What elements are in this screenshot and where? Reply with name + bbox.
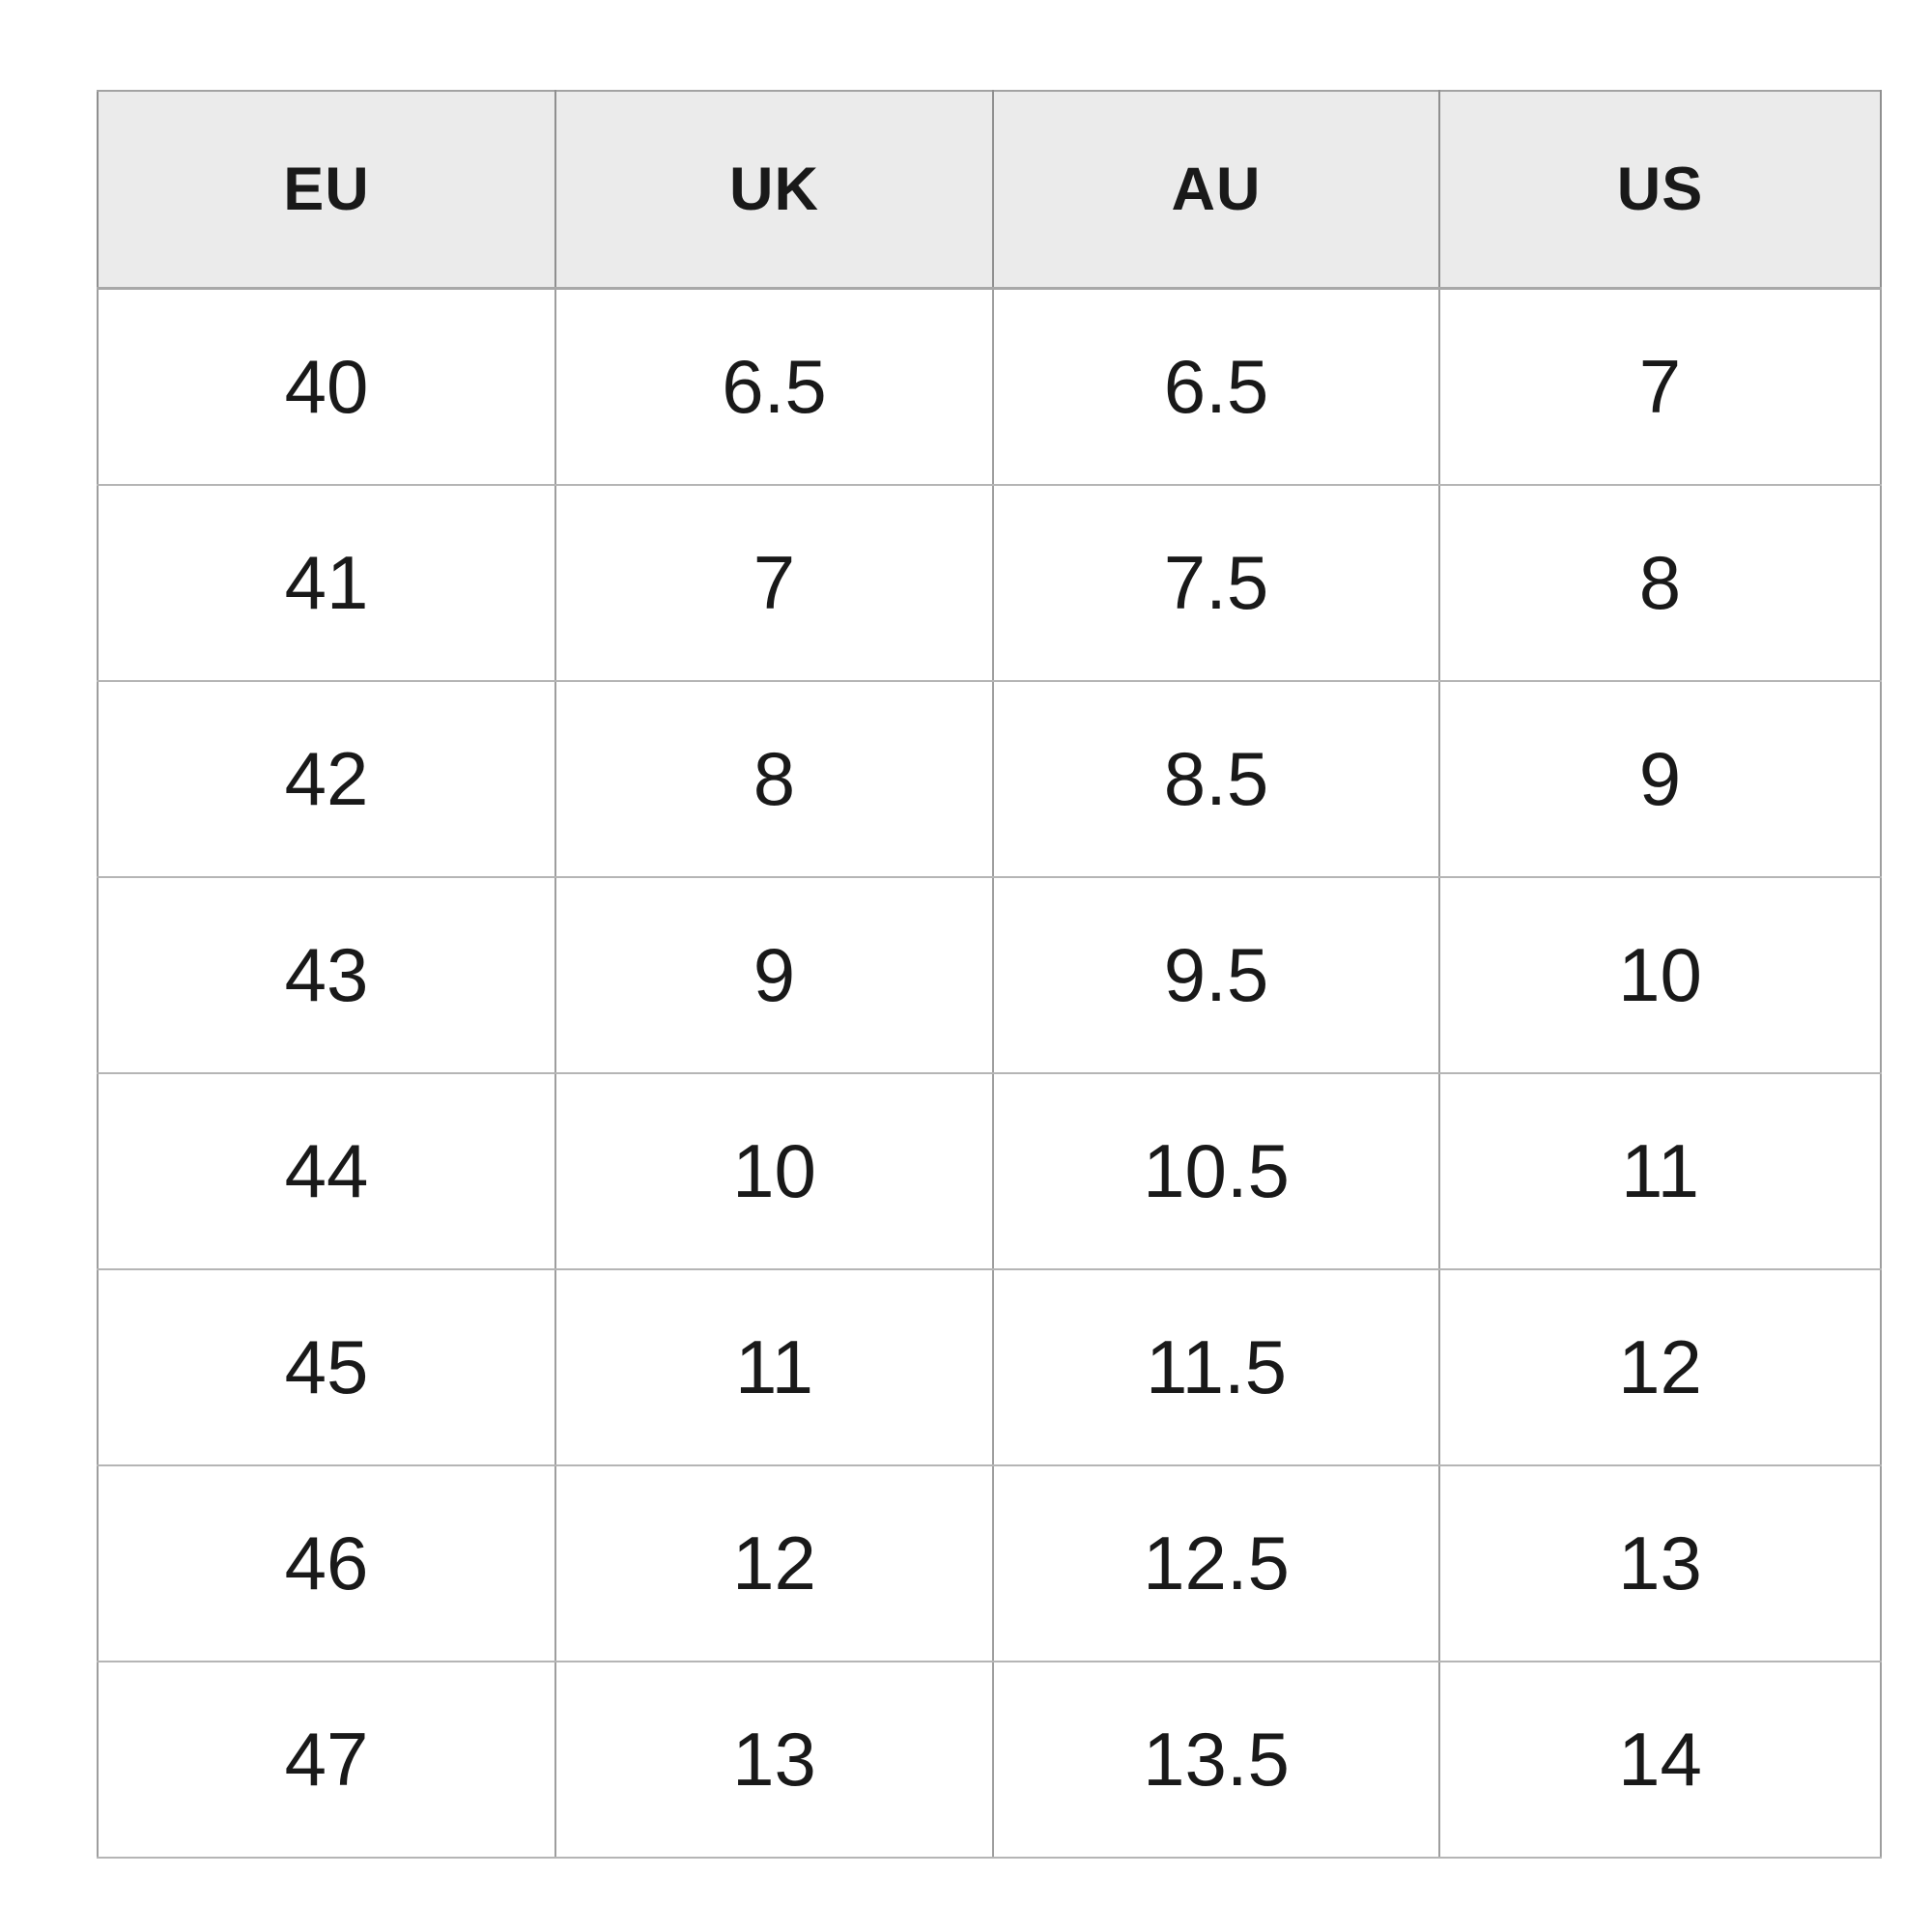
table-row: 44 10 10.5 11	[97, 1072, 1882, 1270]
table-body: 40 6.5 6.5 7 41 7 7.5 8 42 8 8.5 9 43 9 …	[97, 287, 1882, 1859]
table-row: 47 13 13.5 14	[97, 1661, 1882, 1859]
cell-uk: 8	[554, 680, 994, 878]
cell-eu: 47	[97, 1661, 556, 1859]
cell-eu: 41	[97, 484, 556, 682]
header-row: EU UK AU US	[97, 90, 1882, 290]
header-cell-eu: EU	[97, 90, 556, 290]
cell-au: 6.5	[992, 287, 1440, 486]
cell-eu: 40	[97, 287, 556, 486]
cell-uk: 13	[554, 1661, 994, 1859]
cell-eu: 44	[97, 1072, 556, 1270]
cell-au: 9.5	[992, 876, 1440, 1074]
header-cell-uk: UK	[554, 90, 994, 290]
cell-eu: 43	[97, 876, 556, 1074]
cell-uk: 6.5	[554, 287, 994, 486]
header-cell-au: AU	[992, 90, 1440, 290]
table-row: 45 11 11.5 12	[97, 1268, 1882, 1466]
table-row: 40 6.5 6.5 7	[97, 287, 1882, 486]
header-cell-us: US	[1438, 90, 1882, 290]
cell-us: 11	[1438, 1072, 1882, 1270]
cell-au: 7.5	[992, 484, 1440, 682]
size-conversion-chart: EU UK AU US 40 6.5 6.5 7 41 7 7.5 8 42 8	[97, 90, 1882, 1859]
cell-eu: 42	[97, 680, 556, 878]
cell-eu: 46	[97, 1464, 556, 1662]
cell-us: 13	[1438, 1464, 1882, 1662]
cell-uk: 12	[554, 1464, 994, 1662]
table-row: 42 8 8.5 9	[97, 680, 1882, 878]
cell-us: 12	[1438, 1268, 1882, 1466]
cell-us: 14	[1438, 1661, 1882, 1859]
cell-us: 9	[1438, 680, 1882, 878]
cell-au: 8.5	[992, 680, 1440, 878]
table-row: 43 9 9.5 10	[97, 876, 1882, 1074]
cell-au: 11.5	[992, 1268, 1440, 1466]
cell-au: 13.5	[992, 1661, 1440, 1859]
table-header: EU UK AU US	[97, 90, 1882, 290]
cell-us: 7	[1438, 287, 1882, 486]
cell-uk: 7	[554, 484, 994, 682]
cell-uk: 10	[554, 1072, 994, 1270]
cell-eu: 45	[97, 1268, 556, 1466]
cell-us: 10	[1438, 876, 1882, 1074]
cell-au: 10.5	[992, 1072, 1440, 1270]
cell-uk: 11	[554, 1268, 994, 1466]
cell-us: 8	[1438, 484, 1882, 682]
table-row: 46 12 12.5 13	[97, 1464, 1882, 1662]
size-conversion-table: EU UK AU US 40 6.5 6.5 7 41 7 7.5 8 42 8	[97, 90, 1882, 1859]
table-row: 41 7 7.5 8	[97, 484, 1882, 682]
cell-au: 12.5	[992, 1464, 1440, 1662]
cell-uk: 9	[554, 876, 994, 1074]
